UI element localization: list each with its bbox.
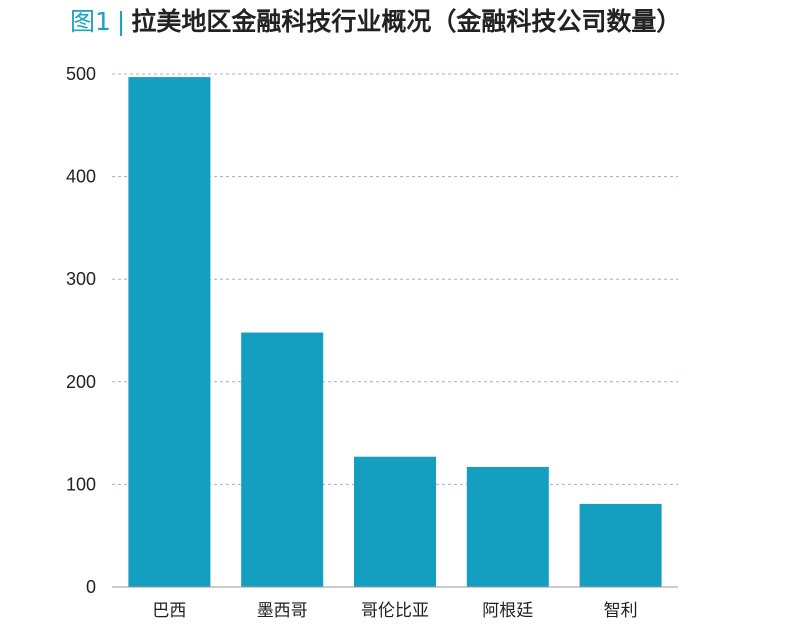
- title-separator: |: [116, 7, 126, 36]
- y-tick-label: 200: [66, 372, 96, 392]
- chart-title: 图1 | 拉美地区金融科技行业概况（金融科技公司数量）: [70, 2, 681, 42]
- x-category-label: 哥伦比亚: [361, 601, 429, 621]
- bar: [241, 332, 324, 587]
- y-tick-label: 100: [66, 474, 96, 494]
- y-tick-label: 500: [66, 64, 96, 84]
- x-category-label: 智利: [604, 601, 638, 621]
- y-tick-label: 0: [86, 577, 96, 597]
- title-text: 拉美地区金融科技行业概况（金融科技公司数量）: [131, 7, 682, 36]
- bar: [354, 456, 436, 587]
- bars: [128, 77, 662, 587]
- bar: [579, 503, 662, 587]
- bar: [128, 77, 211, 587]
- y-tick-label: 300: [66, 269, 96, 289]
- bar: [466, 466, 549, 587]
- x-category-label: 巴西: [152, 601, 186, 621]
- y-axis-ticks: 0 100 200 300 400 500: [66, 64, 96, 597]
- x-category-label: 墨西哥: [257, 601, 308, 621]
- x-axis-labels: 巴西 墨西哥 哥伦比亚 阿根廷 智利: [152, 601, 637, 621]
- x-category-label: 阿根廷: [482, 601, 533, 621]
- y-tick-label: 400: [66, 167, 96, 187]
- figure-label: 图1: [70, 7, 111, 36]
